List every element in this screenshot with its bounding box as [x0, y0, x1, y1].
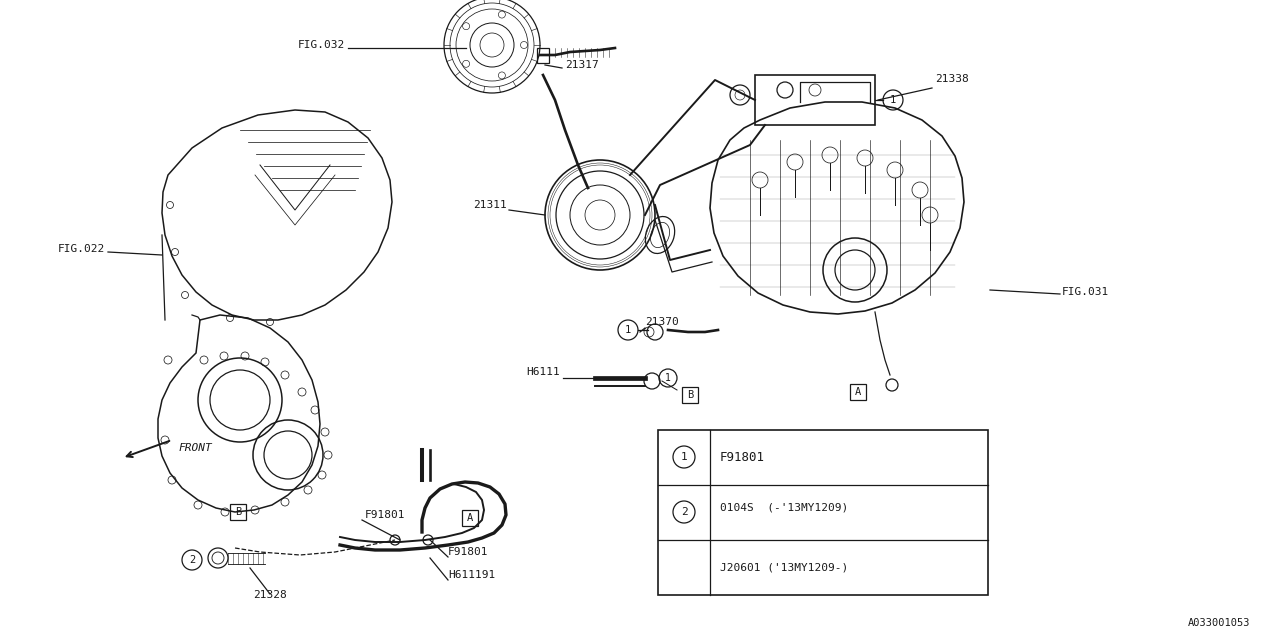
Text: FIG.031: FIG.031 [1062, 287, 1110, 297]
Text: FRONT: FRONT [178, 443, 211, 453]
Text: A: A [467, 513, 474, 523]
Text: 1: 1 [625, 325, 631, 335]
Text: 21317: 21317 [564, 60, 599, 70]
Text: 21311: 21311 [474, 200, 507, 210]
Bar [682, 387, 698, 403]
Text: 1: 1 [666, 373, 671, 383]
Text: F91801: F91801 [365, 510, 406, 520]
Text: H6111: H6111 [526, 367, 561, 377]
Bar [538, 48, 549, 63]
Text: B: B [687, 390, 694, 400]
Text: A033001053: A033001053 [1188, 618, 1251, 628]
Text: H611191: H611191 [448, 570, 495, 580]
Text: 21338: 21338 [934, 74, 969, 84]
Bar [462, 510, 477, 526]
Bar [755, 75, 876, 125]
Text: FIG.032: FIG.032 [298, 40, 346, 50]
Text: J20601 ('13MY1209-): J20601 ('13MY1209-) [721, 562, 849, 572]
Bar [658, 430, 988, 595]
Text: 1: 1 [890, 95, 896, 105]
Bar [230, 504, 246, 520]
Text: 21370: 21370 [645, 317, 678, 327]
Text: 2: 2 [681, 507, 687, 517]
Text: 21328: 21328 [253, 590, 287, 600]
Text: A: A [855, 387, 861, 397]
Text: B: B [234, 507, 241, 517]
Bar [850, 384, 867, 400]
Text: 1: 1 [681, 452, 687, 462]
Text: F91801: F91801 [448, 547, 489, 557]
Text: 2: 2 [189, 555, 195, 565]
Text: 0104S  (-'13MY1209): 0104S (-'13MY1209) [721, 502, 849, 512]
Text: FIG.022: FIG.022 [58, 244, 105, 254]
Text: F91801: F91801 [721, 451, 765, 463]
